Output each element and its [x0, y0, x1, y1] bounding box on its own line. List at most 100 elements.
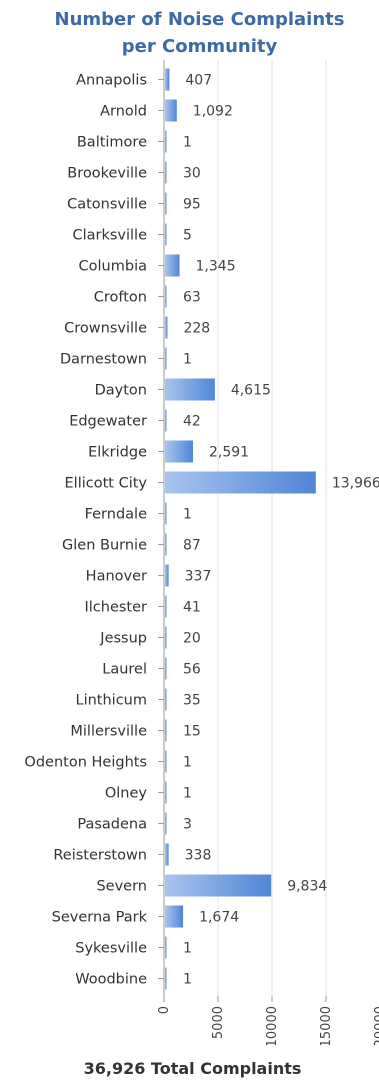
category-label: Catonsville — [67, 197, 147, 213]
category-label: Ilchester — [84, 600, 147, 616]
category-label: Hanover — [86, 569, 147, 585]
bar — [165, 719, 167, 742]
data-label: 95 — [183, 197, 201, 213]
bar — [165, 657, 167, 680]
data-label: 1 — [183, 755, 192, 771]
category-label: Olney — [105, 786, 148, 802]
data-label: 1 — [183, 941, 192, 957]
bar — [165, 967, 167, 990]
bar — [165, 254, 180, 277]
bar — [165, 440, 193, 463]
bar — [165, 750, 167, 773]
bar — [165, 223, 167, 246]
data-label: 1 — [183, 786, 192, 802]
data-label: 338 — [185, 848, 212, 864]
category-label: Clarksville — [72, 228, 147, 244]
bar — [165, 161, 167, 184]
data-label: 1,674 — [199, 910, 239, 926]
bar — [165, 936, 167, 959]
data-label: 30 — [183, 166, 201, 182]
category-label: Pasadena — [77, 817, 147, 833]
bar — [165, 564, 169, 587]
data-label: 4,615 — [231, 383, 271, 399]
category-label: Crownsville — [64, 321, 147, 337]
x-tick-label: 15000 — [319, 1006, 334, 1045]
data-label: 1 — [183, 135, 192, 151]
bar — [165, 502, 167, 525]
bar — [165, 347, 167, 370]
category-label: Columbia — [79, 259, 147, 275]
bar — [165, 471, 316, 494]
bar — [165, 316, 168, 339]
category-label: Baltimore — [77, 135, 147, 151]
category-label: Crofton — [94, 290, 147, 306]
category-label: Reisterstown — [53, 848, 147, 864]
bar — [165, 192, 167, 215]
chart-title: Number of Noise Complaints per Community — [0, 6, 379, 60]
category-label: Glen Burnie — [62, 538, 147, 554]
bar — [165, 68, 170, 91]
category-label: Dayton — [95, 383, 147, 399]
category-label: Millersville — [70, 724, 147, 740]
bar-chart: 0 5000 10000 15000 20000 Annapolis 407 Arnold 1,… — [24, 60, 379, 1045]
bar — [165, 533, 167, 556]
x-tick-label: 20000 — [373, 1006, 379, 1045]
chart-title-line-1: Number of Noise Complaints — [54, 9, 345, 30]
x-tick-label: 5000 — [211, 1006, 226, 1039]
data-label: 337 — [185, 569, 212, 585]
bar — [165, 905, 184, 928]
category-label: Brookeville — [67, 166, 147, 182]
bar — [165, 812, 167, 835]
data-label: 87 — [183, 538, 201, 554]
total-complaints: 36,926 Total Complaints — [83, 1059, 302, 1078]
data-label: 41 — [183, 600, 201, 616]
bar — [165, 626, 167, 649]
data-label: 407 — [185, 73, 212, 89]
bar — [165, 781, 167, 804]
data-label: 15 — [183, 724, 201, 740]
category-label: Elkridge — [88, 445, 147, 461]
chart-title-line-2: per Community — [121, 36, 278, 57]
bar — [165, 285, 167, 308]
x-tick-label: 0 — [157, 1006, 172, 1014]
category-label: Severna Park — [52, 910, 148, 926]
category-label: Annapolis — [76, 73, 147, 89]
data-label: 63 — [183, 290, 201, 306]
bar — [165, 99, 177, 122]
category-label: Ferndale — [85, 507, 147, 523]
category-label: Woodbine — [75, 972, 147, 988]
data-label: 228 — [183, 321, 210, 337]
category-label: Edgewater — [69, 414, 147, 430]
category-label: Arnold — [100, 104, 147, 120]
data-label: 42 — [183, 414, 201, 430]
bar — [165, 843, 169, 866]
data-label: 1 — [183, 507, 192, 523]
data-label: 9,834 — [287, 879, 327, 895]
data-label: 56 — [183, 662, 201, 678]
bar — [165, 595, 167, 618]
category-label: Linthicum — [76, 693, 148, 709]
data-label: 5 — [183, 228, 192, 244]
data-label: 35 — [183, 693, 201, 709]
bar — [165, 409, 167, 432]
data-label: 3 — [183, 817, 192, 833]
data-label: 1 — [183, 972, 192, 988]
category-label: Jessup — [99, 631, 147, 647]
category-label: Laurel — [102, 662, 147, 678]
data-label: 1,345 — [196, 259, 236, 275]
category-label: Darnestown — [60, 352, 147, 368]
x-tick-label: 10000 — [265, 1006, 280, 1045]
category-label: Odenton Heights — [24, 755, 147, 771]
data-label: 2,591 — [209, 445, 249, 461]
data-label: 20 — [183, 631, 201, 647]
data-label: 1,092 — [193, 104, 233, 120]
bar — [165, 130, 167, 153]
bar — [165, 378, 215, 401]
bar — [165, 874, 272, 897]
category-label: Sykesville — [75, 941, 147, 957]
category-label: Severn — [96, 879, 147, 895]
category-label: Ellicott City — [65, 476, 148, 492]
bar — [165, 688, 167, 711]
data-label: 1 — [183, 352, 192, 368]
data-label: 13,966 — [332, 476, 379, 492]
